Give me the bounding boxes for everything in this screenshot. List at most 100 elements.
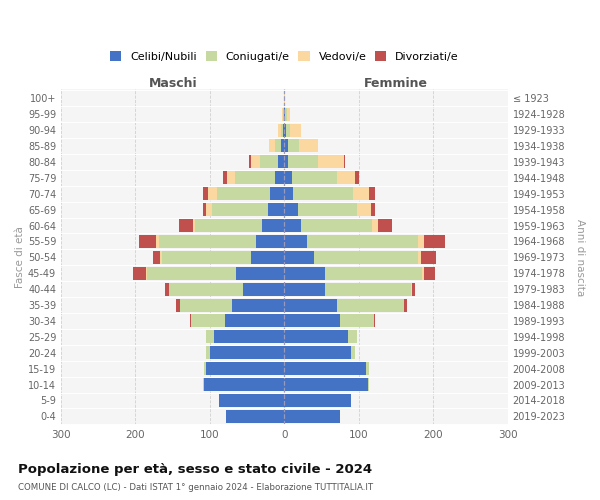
Bar bbox=[353, 187, 370, 200]
Bar bbox=[284, 251, 314, 264]
Bar bbox=[412, 282, 415, 296]
Bar bbox=[139, 235, 155, 248]
Bar bbox=[204, 362, 206, 375]
Bar bbox=[133, 266, 146, 280]
Bar bbox=[284, 346, 352, 360]
Bar bbox=[284, 394, 352, 407]
Legend: Celibi/Nubili, Coniugati/e, Vedovi/e, Divorziati/e: Celibi/Nubili, Coniugati/e, Vedovi/e, Di… bbox=[110, 52, 459, 62]
Bar bbox=[278, 124, 281, 136]
Y-axis label: Fasce di età: Fasce di età bbox=[15, 226, 25, 288]
Bar bbox=[371, 219, 377, 232]
Bar bbox=[206, 346, 210, 360]
Bar bbox=[355, 172, 359, 184]
Bar bbox=[180, 298, 232, 312]
Bar bbox=[421, 251, 436, 264]
Bar bbox=[422, 266, 424, 280]
Bar bbox=[195, 219, 262, 232]
Bar bbox=[260, 156, 278, 168]
Bar bbox=[368, 378, 370, 391]
Bar bbox=[281, 140, 284, 152]
Bar bbox=[193, 219, 195, 232]
Bar bbox=[282, 108, 283, 120]
Bar bbox=[208, 187, 217, 200]
Bar bbox=[235, 172, 275, 184]
Text: COMUNE DI CALCO (LC) - Dati ISTAT 1° gennaio 2024 - Elaborazione TUTTITALIA.IT: COMUNE DI CALCO (LC) - Dati ISTAT 1° gen… bbox=[18, 484, 373, 492]
Bar bbox=[292, 172, 337, 184]
Bar bbox=[285, 108, 287, 120]
Bar bbox=[214, 330, 284, 344]
Bar bbox=[340, 314, 374, 328]
Bar bbox=[299, 140, 318, 152]
Bar bbox=[251, 251, 284, 264]
Bar bbox=[284, 108, 285, 120]
Bar bbox=[404, 298, 407, 312]
Bar bbox=[217, 187, 269, 200]
Bar bbox=[206, 330, 214, 344]
Bar bbox=[210, 346, 284, 360]
Bar bbox=[281, 124, 283, 136]
Bar bbox=[358, 203, 371, 216]
Bar bbox=[223, 172, 227, 184]
Bar bbox=[206, 203, 212, 216]
Bar bbox=[352, 346, 355, 360]
Text: Femmine: Femmine bbox=[364, 78, 428, 90]
Bar bbox=[284, 235, 307, 248]
Bar bbox=[318, 156, 344, 168]
Bar bbox=[284, 124, 286, 136]
Bar bbox=[284, 172, 292, 184]
Bar bbox=[232, 298, 284, 312]
Bar bbox=[176, 298, 180, 312]
Bar bbox=[284, 410, 340, 423]
Bar bbox=[284, 156, 288, 168]
Bar bbox=[236, 266, 284, 280]
Bar bbox=[256, 235, 284, 248]
Bar bbox=[418, 251, 421, 264]
Bar bbox=[371, 203, 374, 216]
Bar bbox=[325, 282, 411, 296]
Bar bbox=[293, 187, 353, 200]
Bar bbox=[284, 187, 293, 200]
Bar bbox=[370, 187, 375, 200]
Bar bbox=[212, 203, 268, 216]
Bar bbox=[146, 266, 236, 280]
Bar bbox=[179, 219, 193, 232]
Bar bbox=[204, 378, 284, 391]
Bar bbox=[269, 187, 284, 200]
Bar bbox=[262, 219, 284, 232]
Bar bbox=[377, 219, 392, 232]
Bar bbox=[278, 156, 284, 168]
Bar bbox=[268, 203, 284, 216]
Bar bbox=[307, 235, 418, 248]
Bar bbox=[344, 156, 346, 168]
Bar bbox=[288, 140, 299, 152]
Bar bbox=[283, 108, 284, 120]
Bar bbox=[411, 282, 412, 296]
Bar bbox=[284, 282, 325, 296]
Bar bbox=[314, 251, 418, 264]
Bar bbox=[284, 140, 288, 152]
Bar bbox=[269, 140, 275, 152]
Bar bbox=[284, 203, 298, 216]
Bar bbox=[374, 314, 375, 328]
Bar bbox=[284, 266, 325, 280]
Bar bbox=[301, 219, 371, 232]
Bar bbox=[226, 410, 284, 423]
Bar bbox=[169, 282, 244, 296]
Bar bbox=[298, 203, 358, 216]
Bar bbox=[275, 172, 284, 184]
Bar bbox=[325, 266, 422, 280]
Bar bbox=[275, 140, 281, 152]
Bar bbox=[161, 251, 251, 264]
Bar bbox=[283, 124, 284, 136]
Bar bbox=[337, 172, 355, 184]
Bar bbox=[284, 219, 301, 232]
Bar bbox=[155, 235, 160, 248]
Bar bbox=[244, 282, 284, 296]
Bar bbox=[203, 378, 204, 391]
Bar bbox=[227, 172, 235, 184]
Bar bbox=[284, 362, 367, 375]
Bar bbox=[287, 108, 290, 120]
Bar bbox=[424, 235, 445, 248]
Bar bbox=[160, 235, 256, 248]
Bar bbox=[165, 282, 169, 296]
